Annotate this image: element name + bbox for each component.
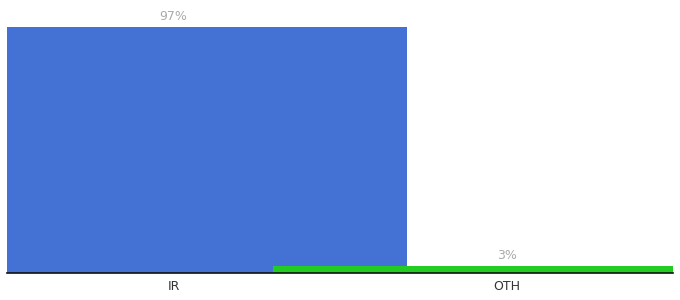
Text: 97%: 97% <box>160 11 188 23</box>
Text: 3%: 3% <box>496 249 517 262</box>
Bar <box>0 27 407 273</box>
Bar <box>273 266 680 273</box>
